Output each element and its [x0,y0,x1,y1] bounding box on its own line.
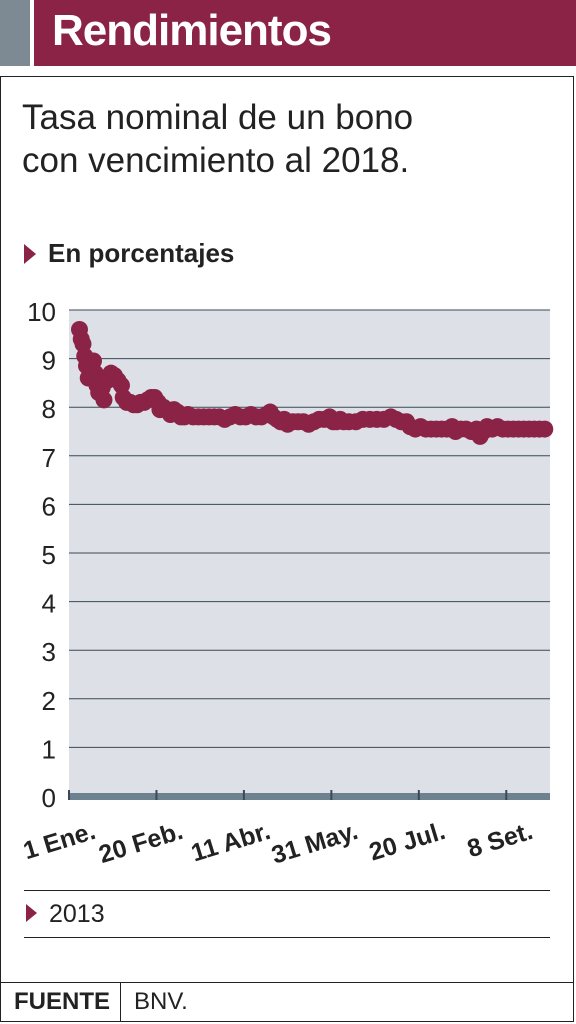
page-title: Rendimientos [52,6,332,55]
y-tick-label: 3 [42,637,56,667]
subtitle-line-2: con vencimiento al 2018. [22,141,410,180]
y-tick-label: 7 [42,443,56,473]
legend-top-rule [24,890,550,891]
chart: 0 1 2 3 4 5 6 7 8 9 10 1 Ene.20 Feb. 11 Abr.31 May. 2… [20,297,554,870]
source-label: FUENTE [14,988,110,1015]
units-label: En porcentajes [24,238,234,269]
y-tick-label: 4 [42,589,56,619]
header: Rendimientos [0,0,576,66]
x-axis-baseline [69,793,550,800]
y-tick-label: 0 [42,783,56,813]
units-label-text: En porcentajes [48,238,235,268]
y-tick-label: 9 [42,346,56,376]
x-tick-label: 11 Abr. [188,817,274,867]
y-tick-label: 5 [42,540,56,570]
header-accent [0,0,30,66]
source-value: BNV. [134,988,188,1015]
legend-bottom-rule [24,937,550,938]
x-tick-label: 20 Feb. [96,817,187,869]
x-tick-label: 8 Set. [464,817,536,863]
y-tick-label: 8 [42,394,56,424]
x-tick-label: 20 Jul. [366,817,449,867]
triangle-marker-icon [24,244,36,264]
y-tick-label: 2 [42,686,56,716]
source-bar: FUENTE BNV. [0,982,574,1022]
legend-triangle-icon [26,904,37,922]
legend: 2013 [26,900,105,929]
subtitle-line-1: Tasa nominal de un bono [22,98,414,137]
x-tick-label: 1 Ene. [20,817,99,865]
y-tick-label: 10 [27,297,56,327]
y-tick-label: 1 [42,734,56,764]
y-tick-label: 6 [42,491,56,521]
legend-label: 2013 [49,900,105,928]
x-tick-label: 31 May. [268,817,361,870]
content-frame [0,76,574,1022]
chart-subtitle: Tasa nominal de un bono con vencimiento … [22,96,542,182]
header-bar [34,0,576,66]
data-point [95,391,113,409]
data-point [536,420,554,438]
source-divider [120,983,121,1022]
